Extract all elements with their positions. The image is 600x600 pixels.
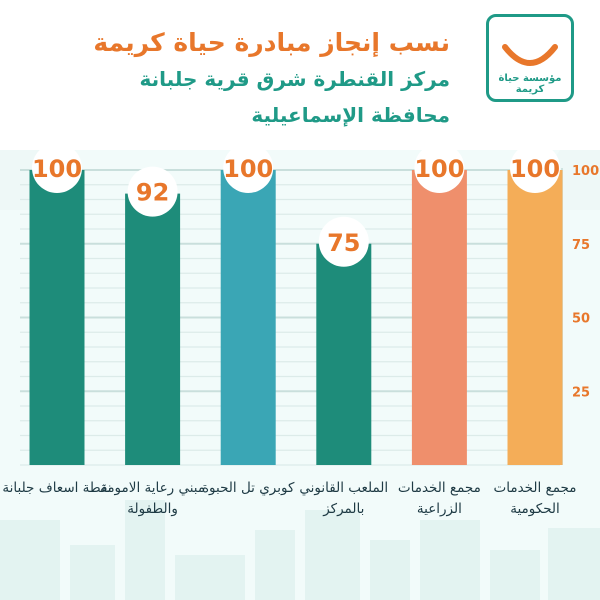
smile-logo-icon — [502, 44, 558, 66]
titles: نسب إنجاز مبادرة حياة كريمة مركز القنطرة… — [93, 26, 450, 132]
bar — [220, 170, 276, 465]
y-tick-label: 100 — [572, 164, 599, 179]
page-subtitle-governorate: محافظة الإسماعيلية — [251, 103, 450, 127]
category-label: الملعب القانوني بالمركز — [299, 480, 389, 517]
page-subtitle-center: مركز القنطرة شرق قرية جلبانة — [139, 67, 450, 91]
category-label: مبني رعاية الامومة والطفولة — [100, 480, 206, 517]
data-label: 100 — [32, 155, 82, 183]
bar — [316, 243, 372, 465]
data-label: 75 — [327, 229, 360, 257]
page-title: نسب إنجاز مبادرة حياة كريمة — [93, 28, 450, 57]
category-label: كوبري تل الحبوة — [201, 480, 295, 496]
bar — [125, 193, 181, 465]
bar — [507, 170, 563, 465]
data-label: 100 — [510, 155, 560, 183]
data-label: 100 — [223, 155, 273, 183]
data-label-bubble — [127, 166, 178, 217]
data-label-bubble — [223, 143, 274, 193]
logo: مؤسسة حياة كريمة — [486, 14, 574, 102]
data-label-bubble — [32, 143, 82, 193]
data-label-bubble — [510, 143, 560, 193]
y-tick-label: 75 — [572, 238, 590, 253]
category-label: مجمع الخدمات الزراعية — [397, 480, 481, 517]
category-label: مجمع الخدمات الحكومية — [493, 480, 577, 517]
y-tick-label: 50 — [572, 312, 590, 327]
y-tick-label: 25 — [572, 385, 590, 400]
data-label-bubble — [414, 143, 465, 193]
logo-text: مؤسسة حياة كريمة — [498, 73, 562, 95]
bar — [411, 170, 467, 465]
category-label: نقطة اسعاف جلبانة — [2, 480, 112, 496]
bar — [29, 170, 85, 465]
data-label: 100 — [414, 155, 464, 183]
data-label: 92 — [136, 179, 169, 207]
data-label-bubble — [318, 216, 369, 267]
